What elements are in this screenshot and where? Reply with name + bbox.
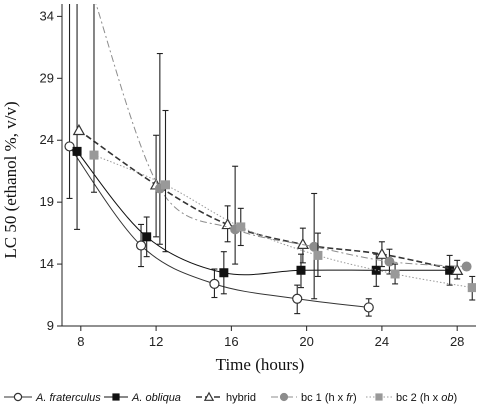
- x-tick-label: 8: [77, 334, 84, 349]
- y-tick-label: 24: [40, 132, 54, 147]
- x-tick-label: 16: [224, 334, 238, 349]
- series-1: [73, 0, 455, 294]
- series-4: [89, 0, 476, 300]
- data-point: [142, 232, 151, 241]
- data-point: [313, 251, 322, 260]
- y-tick-label: 9: [47, 318, 54, 333]
- legend-entry-2: hybrid: [196, 392, 256, 404]
- y-tick-label: 29: [40, 70, 54, 85]
- data-point: [137, 241, 146, 250]
- y-tick-label: 14: [40, 256, 54, 271]
- x-tick-label: 20: [299, 334, 313, 349]
- axes: 9 14 19 24 29 34 8 12 16 20 24 28: [40, 4, 476, 349]
- data-point: [293, 294, 302, 303]
- data-point: [364, 303, 373, 312]
- legend-label-part: ob: [441, 392, 453, 404]
- legend-label: bc 2 (h x ob): [396, 392, 457, 404]
- x-axis-title: Time (hours): [216, 355, 305, 374]
- data-point: [391, 269, 400, 278]
- data-point: [210, 279, 219, 288]
- legend-label: A. obliqua: [131, 392, 181, 404]
- data-point: [89, 0, 98, 2]
- data-point: [219, 268, 228, 277]
- data-point: [462, 262, 471, 271]
- data-point: [310, 242, 319, 251]
- y-tick-label: 34: [40, 8, 54, 23]
- x-tick-label: 12: [149, 334, 163, 349]
- data-point: [468, 283, 477, 292]
- series-0: [65, 0, 373, 316]
- legend-entry-4: bc 2 (h x ob): [366, 392, 457, 404]
- legend-swatch-marker: [375, 393, 382, 400]
- legend: A. fraterculus A. obliqua hybrid bc 1 (h x …: [4, 392, 457, 404]
- series-2: [74, 125, 463, 279]
- plot-area: [65, 0, 477, 316]
- legend-label: A. fraterculus: [35, 392, 101, 404]
- series-line: [94, 0, 467, 267]
- legend-entry-0: A. fraterculus: [4, 392, 101, 404]
- y-tick-label: 19: [40, 194, 54, 209]
- data-point: [236, 222, 245, 231]
- legend-label: hybrid: [226, 392, 256, 404]
- legend-label-part: ): [454, 392, 458, 404]
- legend-label-part: bc 1 (h x: [301, 392, 346, 404]
- legend-label-part: ): [353, 392, 357, 404]
- data-point: [161, 180, 170, 189]
- data-point: [74, 125, 84, 134]
- legend-swatch-marker: [112, 393, 119, 400]
- series-line: [79, 130, 457, 270]
- legend-label: bc 1 (h x fr): [301, 392, 357, 404]
- data-point: [385, 257, 394, 266]
- legend-label-part: bc 2 (h x: [396, 392, 441, 404]
- series-line: [94, 155, 472, 288]
- x-tick-label: 24: [375, 334, 389, 349]
- x-tick-label: 28: [450, 334, 464, 349]
- legend-entry-1: A. obliqua: [104, 392, 181, 404]
- legend-swatch-marker: [14, 393, 21, 400]
- data-point: [73, 147, 82, 156]
- legend-swatch-marker: [280, 393, 287, 400]
- data-point: [296, 266, 305, 275]
- legend-entry-3: bc 1 (h x fr): [271, 392, 357, 404]
- y-axis-title: LC 50 (ethanol %, v/v): [1, 101, 20, 258]
- data-point: [89, 151, 98, 160]
